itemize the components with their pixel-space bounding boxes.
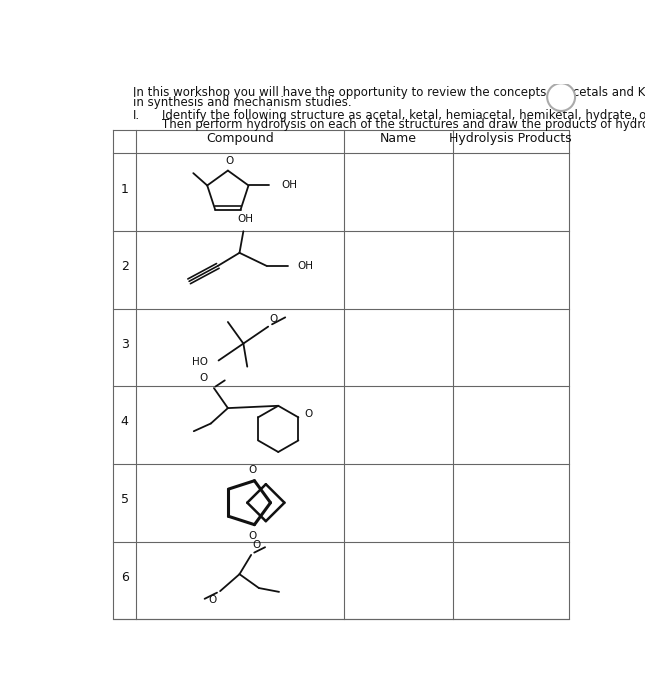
Text: O: O (270, 314, 278, 323)
Circle shape (547, 83, 575, 111)
Text: Name: Name (380, 132, 417, 145)
Text: Hydrolysis Products: Hydrolysis Products (450, 132, 572, 145)
Text: O: O (249, 465, 257, 475)
Text: Compound: Compound (206, 132, 274, 145)
Text: O: O (249, 531, 257, 541)
Text: 2: 2 (555, 84, 568, 102)
Text: O: O (208, 595, 216, 605)
Text: O: O (199, 374, 208, 384)
Text: Then perform hydrolysis on each of the structures and draw the products of hydro: Then perform hydrolysis on each of the s… (162, 118, 645, 131)
Text: 2: 2 (121, 260, 129, 273)
Text: 1: 1 (121, 183, 129, 195)
Text: in synthesis and mechanism studies.: in synthesis and mechanism studies. (134, 97, 352, 109)
Text: OH: OH (237, 214, 253, 223)
Text: In this workshop you will have the opportunity to review the concepts of Acetals: In this workshop you will have the oppor… (134, 86, 645, 99)
Text: 5: 5 (121, 493, 129, 506)
Text: O: O (304, 410, 313, 419)
Text: OH: OH (297, 261, 313, 271)
Text: 6: 6 (121, 570, 129, 584)
Text: 4: 4 (121, 416, 129, 428)
Text: O: O (225, 156, 233, 166)
Text: O: O (253, 540, 261, 550)
Text: Identify the following structure as acetal, ketal, hemiacetal, hemiketal, hydrat: Identify the following structure as acet… (162, 108, 645, 122)
Text: 3: 3 (121, 338, 129, 351)
Text: HO: HO (192, 357, 208, 367)
Text: I.: I. (134, 108, 141, 122)
Text: OH: OH (282, 181, 298, 190)
